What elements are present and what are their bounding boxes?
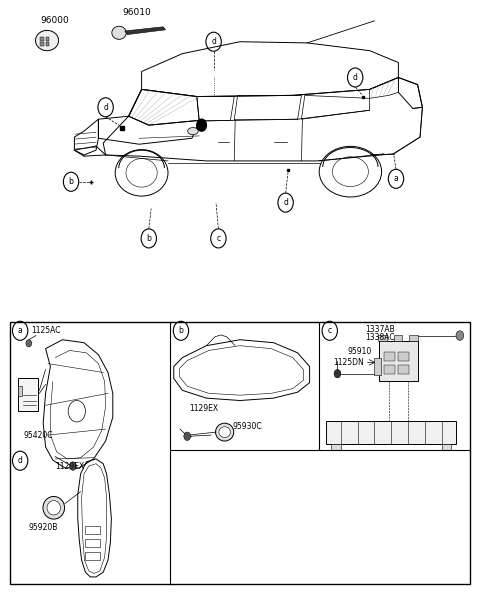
Ellipse shape — [43, 496, 64, 519]
Bar — [442, 444, 451, 450]
Text: 1338AC: 1338AC — [365, 333, 395, 343]
Text: 95930C: 95930C — [233, 421, 263, 431]
Polygon shape — [125, 27, 166, 35]
Text: a: a — [18, 326, 23, 336]
Ellipse shape — [47, 501, 60, 515]
Circle shape — [26, 340, 32, 347]
Circle shape — [456, 331, 464, 340]
Circle shape — [70, 462, 76, 470]
Bar — [40, 42, 44, 46]
Ellipse shape — [36, 30, 59, 51]
Text: 95420C: 95420C — [24, 430, 53, 440]
Text: d: d — [18, 456, 23, 465]
Bar — [46, 37, 49, 41]
Text: 1125DN: 1125DN — [334, 358, 364, 367]
Bar — [384, 365, 395, 374]
Text: 1129EX: 1129EX — [55, 462, 84, 471]
Circle shape — [184, 432, 191, 440]
Ellipse shape — [216, 423, 234, 441]
Text: b: b — [69, 177, 73, 187]
Bar — [10, 322, 470, 584]
Bar — [384, 352, 395, 361]
Circle shape — [197, 119, 206, 131]
Ellipse shape — [112, 26, 126, 39]
Bar — [40, 37, 44, 41]
Text: 96010: 96010 — [122, 8, 151, 17]
Text: 1129EX: 1129EX — [190, 403, 219, 413]
Text: d: d — [353, 73, 358, 82]
Text: 1337AB: 1337AB — [365, 325, 395, 334]
Text: 95910: 95910 — [347, 347, 372, 356]
Bar — [85, 539, 100, 547]
Bar — [398, 365, 409, 374]
Text: b: b — [179, 326, 183, 336]
Bar — [18, 386, 22, 396]
Text: c: c — [328, 326, 332, 336]
Ellipse shape — [219, 427, 230, 437]
Text: 95920B: 95920B — [29, 523, 58, 532]
Text: 96000: 96000 — [41, 16, 70, 25]
Bar — [46, 42, 49, 46]
Bar — [398, 352, 409, 361]
Text: d: d — [103, 103, 108, 112]
Bar — [374, 358, 381, 375]
Text: b: b — [146, 234, 151, 243]
Polygon shape — [129, 89, 199, 125]
Text: d: d — [211, 37, 216, 46]
Text: d: d — [283, 198, 288, 207]
Circle shape — [334, 370, 341, 378]
Bar — [409, 335, 418, 341]
Bar — [18, 378, 38, 411]
Bar — [85, 526, 100, 534]
Bar — [379, 341, 418, 381]
Text: c: c — [216, 234, 220, 243]
Text: 1125AC: 1125AC — [31, 325, 60, 335]
Bar — [378, 335, 387, 341]
Bar — [331, 444, 341, 450]
Ellipse shape — [188, 128, 198, 135]
Bar — [85, 552, 100, 560]
Bar — [326, 421, 456, 444]
Text: a: a — [394, 174, 398, 184]
Bar — [394, 335, 402, 341]
